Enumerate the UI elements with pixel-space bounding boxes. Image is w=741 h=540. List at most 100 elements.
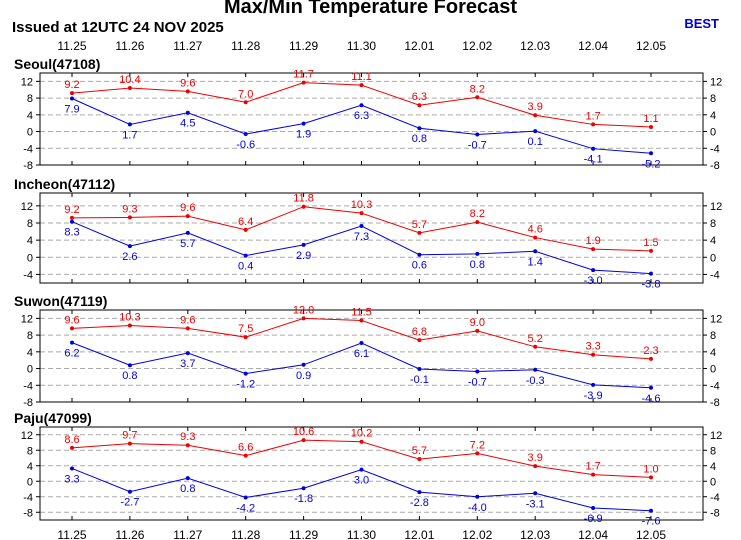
max-temp-label: 8.2: [470, 208, 485, 220]
min-temp-point: [243, 371, 248, 376]
min-temp-label: 0.8: [412, 133, 427, 145]
max-temp-label: 9.6: [180, 202, 195, 214]
min-temp-label: -2.8: [410, 497, 429, 509]
max-temp-point: [127, 215, 132, 220]
min-temp-point: [591, 268, 596, 273]
x-tick-label-bottom: 12.01: [404, 528, 434, 540]
max-temp-label: 7.0: [238, 88, 253, 100]
y-tick-label-left: 0: [27, 364, 33, 376]
y-tick-label-left: 8: [27, 445, 33, 457]
max-temp-label: 6.6: [238, 442, 253, 454]
x-tick-label-bottom: 11.28: [231, 528, 260, 540]
max-temp-point: [301, 204, 306, 209]
max-temp-point: [417, 338, 422, 343]
x-tick-label-top: 12.01: [404, 39, 434, 53]
x-tick-label-top: 12.04: [578, 39, 608, 53]
max-temp-label: 9.7: [122, 430, 137, 442]
max-temp-label: 8.6: [64, 434, 79, 446]
panel-frame: [39, 192, 704, 284]
max-temp-point: [417, 230, 422, 235]
min-temp-label: 7.3: [354, 231, 369, 243]
max-temp-point: [301, 80, 306, 85]
max-temp-point: [70, 326, 74, 331]
min-temp-point: [185, 476, 190, 481]
x-tick-label-top: 12.02: [462, 39, 492, 53]
min-temp-point: [533, 249, 538, 254]
max-temp-point: [70, 445, 74, 450]
min-temp-label: -3.0: [584, 275, 603, 287]
max-temp-point: [243, 335, 248, 340]
min-temp-point: [185, 230, 190, 235]
max-temp-point: [649, 248, 653, 253]
min-temp-point: [649, 271, 653, 276]
min-temp-point: [301, 486, 306, 491]
y-tick-label-right: -4: [710, 269, 720, 281]
min-temp-label: 0.8: [122, 370, 137, 382]
min-temp-point: [417, 126, 422, 131]
min-temp-label: -6.9: [584, 513, 603, 525]
min-temp-label: -4.1: [584, 154, 603, 166]
y-tick-label-right: 4: [710, 461, 716, 473]
x-tick-label-top: 11.27: [173, 39, 202, 53]
max-temp-point: [185, 89, 190, 94]
panel-title: Suwon(47119): [14, 293, 107, 309]
min-temp-label: -4.0: [468, 502, 487, 514]
min-temp-point: [359, 224, 364, 228]
y-tick-label-right: -4: [710, 492, 720, 504]
x-tick-label-top: 11.28: [231, 39, 260, 53]
min-temp-point: [533, 491, 538, 496]
max-temp-point: [359, 439, 364, 444]
min-temp-point: [591, 382, 596, 387]
y-tick-label-left: 8: [27, 330, 33, 342]
min-temp-point: [127, 363, 132, 368]
min-temp-point: [243, 132, 248, 137]
y-tick-label-right: 8: [710, 218, 716, 230]
y-tick-label-left: 12: [21, 430, 33, 442]
x-tick-label-top: 11.25: [57, 39, 86, 53]
min-temp-label: 7.9: [64, 104, 79, 116]
min-temp-label: 2.6: [122, 251, 137, 263]
min-temp-label: 6.2: [64, 348, 79, 360]
issued-time: Issued at 12UTC 24 NOV 2025: [12, 19, 224, 36]
max-temp-label: 6.3: [412, 91, 427, 103]
min-temp-label: -7.6: [642, 516, 661, 528]
min-temp-label: -2.7: [120, 497, 139, 509]
panel-frame: [39, 72, 704, 166]
max-temp-label: 9.6: [64, 314, 79, 326]
max-temp-point: [591, 122, 596, 127]
max-temp-label: 6.8: [412, 326, 427, 338]
y-tick-label-right: 4: [710, 347, 716, 359]
y-tick-label-right: -8: [710, 397, 720, 409]
max-temp-label: 12.0: [293, 304, 314, 316]
max-temp-label: 9.3: [122, 203, 137, 215]
max-temp-label: 2.3: [643, 345, 658, 357]
y-tick-label-left: -8: [23, 160, 33, 172]
y-tick-label-left: -4: [23, 492, 33, 504]
y-tick-label-right: 8: [710, 330, 716, 342]
max-temp-label: 10.2: [351, 428, 372, 440]
y-tick-label-left: 4: [27, 110, 33, 122]
min-temp-point: [70, 96, 74, 101]
chart-title: Max/Min Temperature Forecast: [223, 0, 518, 18]
min-temp-label: 3.7: [180, 358, 195, 370]
y-tick-label-right: 0: [710, 252, 716, 264]
max-temp-point: [475, 220, 480, 225]
max-temp-point: [649, 475, 653, 480]
y-tick-label-right: 8: [710, 93, 716, 105]
min-temp-label: 1.9: [296, 129, 311, 141]
min-temp-label: -5.2: [642, 158, 661, 170]
min-temp-label: -4.6: [642, 393, 661, 405]
max-temp-point: [359, 318, 364, 323]
max-temp-point: [649, 356, 653, 361]
min-temp-label: 8.3: [64, 227, 79, 239]
min-temp-point: [475, 251, 480, 256]
min-temp-label: -0.7: [468, 139, 487, 151]
max-temp-label: 11.5: [351, 306, 372, 318]
max-temp-label: 3.9: [528, 452, 543, 464]
max-temp-point: [301, 438, 306, 443]
max-temp-label: 10.6: [293, 426, 314, 438]
max-temp-line: [71, 439, 652, 478]
max-temp-label: 10.4: [119, 74, 140, 86]
max-temp-point: [475, 451, 480, 456]
panel-title: Paju(47099): [14, 410, 92, 426]
